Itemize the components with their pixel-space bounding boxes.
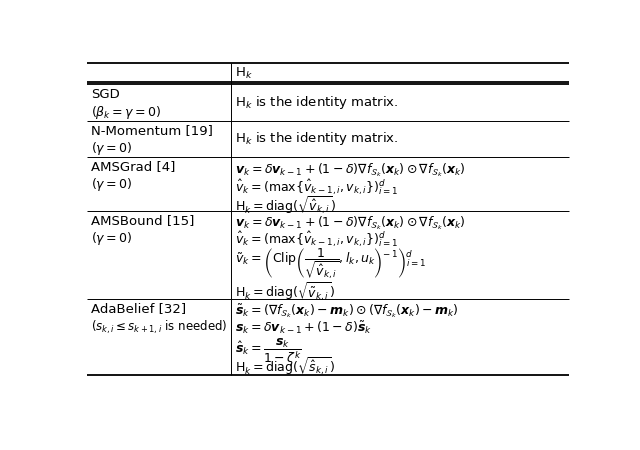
Text: $\hat{\boldsymbol{s}}_k = \dfrac{\boldsymbol{s}_k}{1-\zeta^k}$: $\hat{\boldsymbol{s}}_k = \dfrac{\boldsy… [236,337,302,368]
Text: SGD: SGD [92,88,120,101]
Text: $\mathrm{H}_k$: $\mathrm{H}_k$ [236,66,253,81]
Text: AdaBelief [32]: AdaBelief [32] [92,302,186,315]
Text: $\mathrm{H}_k$ is the identity matrix.: $\mathrm{H}_k$ is the identity matrix. [236,130,399,147]
Text: $\tilde{\boldsymbol{s}}_k = (\nabla f_{\mathcal{S}_k}(\boldsymbol{x}_k) - \bolds: $\tilde{\boldsymbol{s}}_k = (\nabla f_{\… [236,302,459,320]
Text: AMSGrad [4]: AMSGrad [4] [92,160,176,173]
Text: $(\beta_k = \gamma = 0)$: $(\beta_k = \gamma = 0)$ [92,104,161,121]
Text: $\hat{v}_k = (\max\{\hat{v}_{k-1,i}, v_{k,i}\})_{i=1}^d$: $\hat{v}_k = (\max\{\hat{v}_{k-1,i}, v_{… [236,178,399,197]
Text: $\mathrm{H}_k = \mathrm{diag}(\sqrt{\hat{v}_{k,i}})$: $\mathrm{H}_k = \mathrm{diag}(\sqrt{\hat… [236,194,336,216]
Text: $\boldsymbol{v}_k = \delta\boldsymbol{v}_{k-1} + (1-\delta)\nabla f_{\mathcal{S}: $\boldsymbol{v}_k = \delta\boldsymbol{v}… [236,214,466,232]
Text: N-Momentum [19]: N-Momentum [19] [92,124,213,137]
Text: $\mathrm{H}_k = \mathrm{diag}(\sqrt{\tilde{v}_{k,i}})$: $\mathrm{H}_k = \mathrm{diag}(\sqrt{\til… [236,280,335,302]
Text: $(s_{k,i} \leq s_{k+1,i}$ is needed$)$: $(s_{k,i} \leq s_{k+1,i}$ is needed$)$ [92,319,228,336]
Text: $\mathrm{H}_k$ is the identity matrix.: $\mathrm{H}_k$ is the identity matrix. [236,94,399,111]
Text: $(\gamma = 0)$: $(\gamma = 0)$ [92,176,132,194]
Text: $\boldsymbol{s}_k = \delta\boldsymbol{v}_{k-1} + (1-\delta)\tilde{\boldsymbol{s}: $\boldsymbol{s}_k = \delta\boldsymbol{v}… [236,319,372,336]
Text: $\hat{v}_k = (\max\{\hat{v}_{k-1,i}, v_{k,i}\})_{i=1}^d$: $\hat{v}_k = (\max\{\hat{v}_{k-1,i}, v_{… [236,230,399,249]
Text: $(\gamma = 0)$: $(\gamma = 0)$ [92,230,132,247]
Text: AMSBound [15]: AMSBound [15] [92,214,195,227]
Text: $\tilde{v}_k = \left(\mathrm{Clip}\left(\dfrac{1}{\sqrt{\hat{v}_{k,i}}}, l_k, u_: $\tilde{v}_k = \left(\mathrm{Clip}\left(… [236,247,427,282]
Text: $\boldsymbol{v}_k = \delta\boldsymbol{v}_{k-1} + (1-\delta)\nabla f_{\mathcal{S}: $\boldsymbol{v}_k = \delta\boldsymbol{v}… [236,161,466,179]
Text: $\mathrm{H}_k = \mathrm{diag}(\sqrt{\hat{s}_{k,i}})$: $\mathrm{H}_k = \mathrm{diag}(\sqrt{\hat… [236,355,335,377]
Text: $(\gamma = 0)$: $(\gamma = 0)$ [92,140,132,157]
